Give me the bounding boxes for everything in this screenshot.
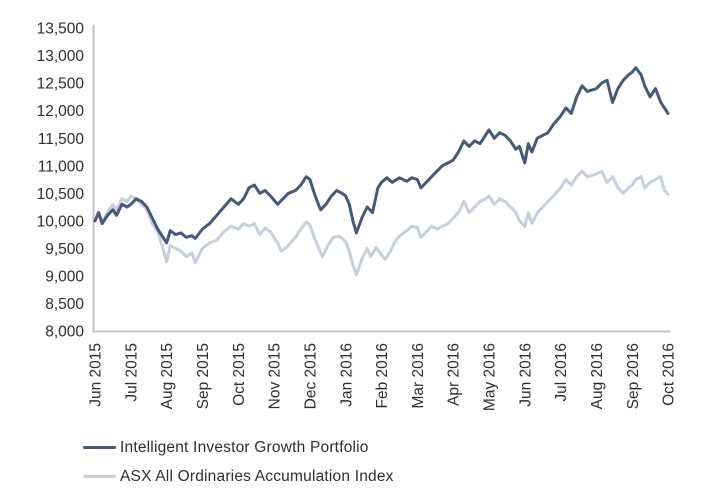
legend-label-index: ASX All Ordinaries Accumulation Index xyxy=(120,467,394,485)
portfolio-line xyxy=(93,66,670,245)
x-tick-label: Aug 2016 xyxy=(589,343,606,409)
x-tick-label: Jun 2016 xyxy=(517,343,534,407)
legend-item-index: ASX All Ordinaries Accumulation Index xyxy=(83,462,394,491)
y-tick-label: 9,500 xyxy=(45,241,84,258)
legend-item-portfolio: Intelligent Investor Growth Portfolio xyxy=(83,433,394,462)
x-tick-label: Oct 2015 xyxy=(231,343,248,406)
x-tick-label: Mar 2016 xyxy=(410,343,427,408)
x-tick-label: Jun 2015 xyxy=(88,343,105,407)
y-tick-label: 8,500 xyxy=(45,296,84,313)
y-tick-label: 10,000 xyxy=(37,213,85,230)
x-tick-label: Apr 2016 xyxy=(446,343,463,406)
y-tick-label: 12,000 xyxy=(37,103,85,120)
y-tick-label: 13,000 xyxy=(37,48,85,65)
x-tick-label: Sep 2016 xyxy=(625,343,642,409)
x-axis-tick-labels: Jun 2015 Jul 2015 Aug 2015 Sep 2015 Oct 2015… xyxy=(88,343,678,411)
x-tick-label: Jan 2016 xyxy=(338,343,355,407)
x-tick-label: Oct 2016 xyxy=(661,343,678,406)
plot-series-lines xyxy=(93,66,670,277)
axes xyxy=(92,25,670,333)
y-tick-label: 8,000 xyxy=(45,324,84,341)
y-tick-label: 11,000 xyxy=(38,158,85,175)
x-tick-label: Jul 2015 xyxy=(123,343,140,402)
x-tick-label: Aug 2015 xyxy=(159,343,176,409)
index-line xyxy=(93,169,670,277)
chart-legend: Intelligent Investor Growth Portfolio AS… xyxy=(83,433,394,491)
y-tick-label: 11,500 xyxy=(38,131,85,148)
y-tick-label: 9,000 xyxy=(45,268,84,285)
x-tick-label: Dec 2015 xyxy=(302,343,319,409)
y-tick-label: 13,500 xyxy=(37,21,85,38)
x-tick-label: Feb 2016 xyxy=(374,343,391,409)
y-axis-tick-labels: 13,500 13,000 12,500 12,000 11,500 11,000 10,5… xyxy=(37,21,85,341)
x-tick-label: Sep 2015 xyxy=(195,343,212,409)
index-line-swatch xyxy=(83,475,116,478)
x-tick-label: Jul 2016 xyxy=(553,343,570,402)
x-tick-label: May 2016 xyxy=(482,343,499,411)
legend-label-portfolio: Intelligent Investor Growth Portfolio xyxy=(120,438,369,456)
x-tick-label: Nov 2015 xyxy=(267,343,284,409)
y-tick-label: 12,500 xyxy=(37,76,85,93)
y-tick-label: 10,500 xyxy=(37,186,85,203)
portfolio-line-swatch xyxy=(83,446,116,449)
